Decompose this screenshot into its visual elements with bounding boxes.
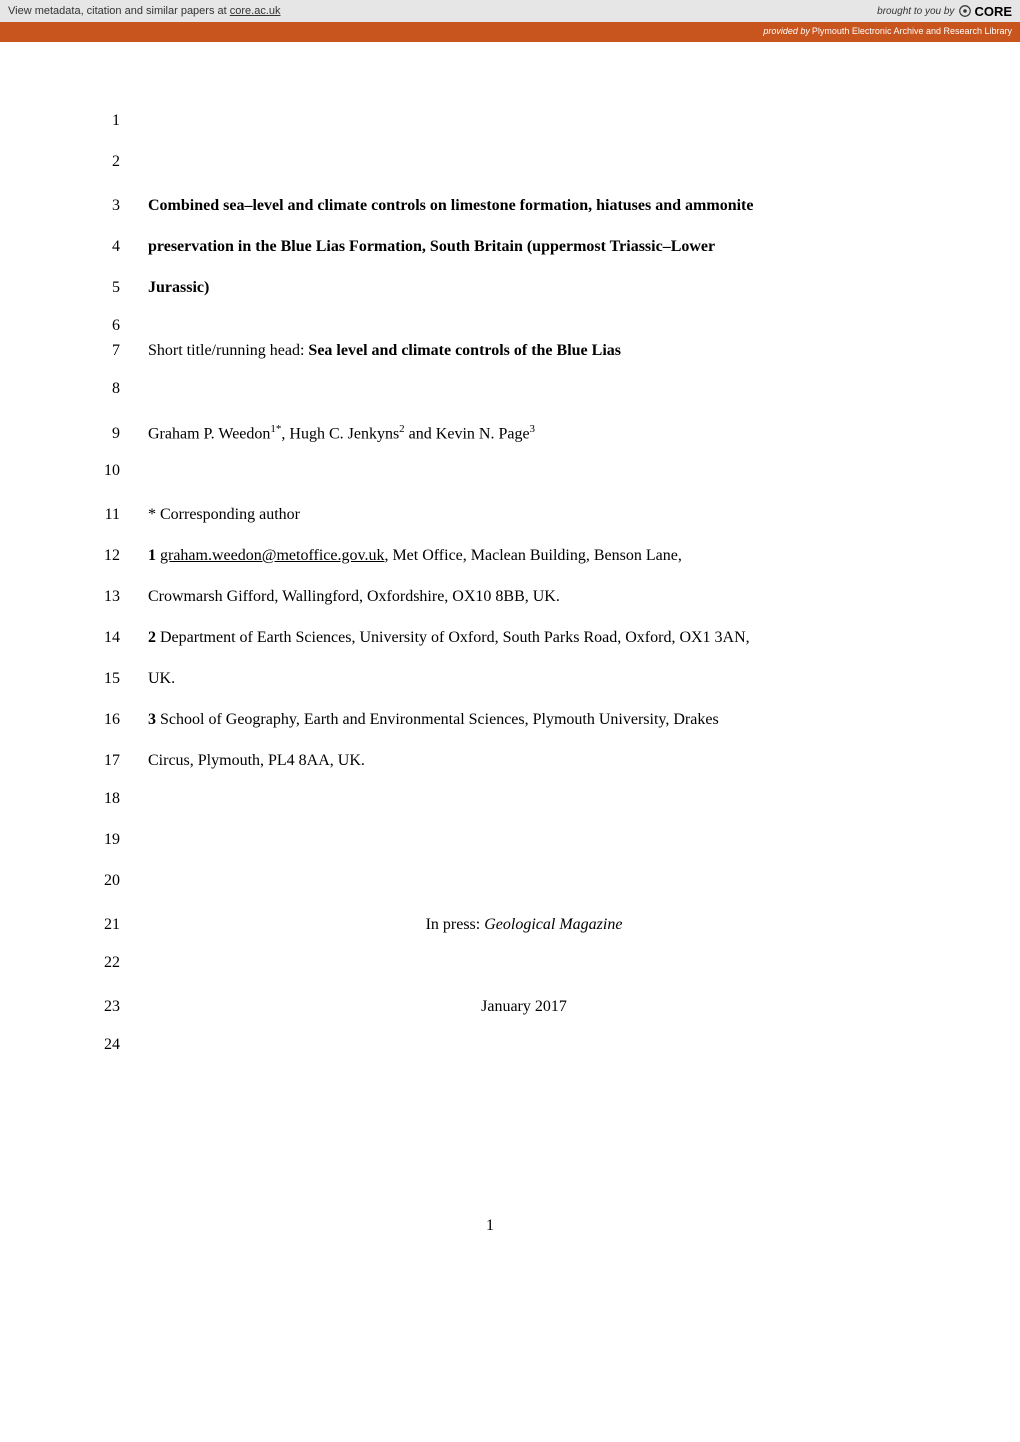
manuscript-line: 17 Circus, Plymouth, PL4 8AA, UK.: [80, 749, 900, 790]
affiliation-line: UK.: [148, 667, 900, 691]
metadata-link-area: View metadata, citation and similar pape…: [8, 5, 281, 17]
line-number: 22: [80, 954, 120, 972]
manuscript-line: 6: [80, 317, 900, 339]
running-head: Short title/running head: Sea level and …: [148, 339, 900, 363]
manuscript-line: 12 1 graham.weedon@metoffice.gov.uk, Met…: [80, 544, 900, 585]
manuscript-line: 14 2 Department of Earth Sciences, Unive…: [80, 626, 900, 667]
repository-header-bar: View metadata, citation and similar pape…: [0, 0, 1020, 42]
line-number: 2: [80, 153, 120, 171]
line-number: 21: [80, 916, 120, 934]
core-icon: [958, 4, 972, 18]
affiliation-text: School of Geography, Earth and Environme…: [156, 711, 719, 728]
line-number: 8: [80, 380, 120, 398]
manuscript-line: 18: [80, 790, 900, 831]
running-head-title: Sea level and climate controls of the Bl…: [308, 342, 621, 359]
provided-by-prefix: provided by: [763, 26, 810, 36]
affiliation-line: 3 School of Geography, Earth and Environ…: [148, 708, 900, 732]
affiliation-text: Department of Earth Sciences, University…: [156, 629, 750, 646]
manuscript-line: 9 Graham P. Weedon1*, Hugh C. Jenkyns2 a…: [80, 421, 900, 462]
manuscript-line: 20: [80, 872, 900, 913]
manuscript-line: 4 preservation in the Blue Lias Formatio…: [80, 235, 900, 276]
corresponding-author: * Corresponding author: [148, 503, 900, 527]
authors-line: Graham P. Weedon1*, Hugh C. Jenkyns2 and…: [148, 421, 900, 446]
author-sup: 1*: [270, 423, 281, 435]
manuscript-line: 13 Crowmarsh Gifford, Wallingford, Oxfor…: [80, 585, 900, 626]
title-line: preservation in the Blue Lias Formation,…: [148, 235, 900, 259]
line-number: 11: [80, 506, 120, 524]
journal-name: Geological Magazine: [484, 916, 622, 933]
author-sep: and: [405, 425, 436, 442]
manuscript-line: 11 * Corresponding author: [80, 503, 900, 544]
affiliation-number: 1: [148, 547, 156, 564]
line-number: 5: [80, 279, 120, 297]
author-name: Kevin N. Page: [436, 425, 530, 442]
core-logo[interactable]: CORE: [958, 4, 1012, 19]
title-line: Combined sea–level and climate controls …: [148, 194, 900, 218]
brought-by-text: brought to you by: [877, 6, 954, 17]
line-number: 24: [80, 1036, 120, 1054]
provided-by-source: Plymouth Electronic Archive and Research…: [812, 26, 1012, 36]
affiliation-text: , Met Office, Maclean Building, Benson L…: [384, 547, 681, 564]
line-number: 19: [80, 831, 120, 849]
affiliation-line: Crowmarsh Gifford, Wallingford, Oxfordsh…: [148, 585, 900, 609]
in-press-line: In press: Geological Magazine: [148, 913, 900, 937]
author-name: Hugh C. Jenkyns: [289, 425, 399, 442]
header-bottom-row: provided by Plymouth Electronic Archive …: [0, 22, 1020, 40]
manuscript-line: 5 Jurassic): [80, 276, 900, 317]
manuscript-line: 7 Short title/running head: Sea level an…: [80, 339, 900, 380]
author-sup: 3: [530, 423, 536, 435]
line-number: 15: [80, 670, 120, 688]
brought-by-area: brought to you by CORE: [877, 4, 1012, 19]
in-press-prefix: In press:: [426, 916, 485, 933]
affiliation-number: 2: [148, 629, 156, 646]
core-label: CORE: [974, 4, 1012, 19]
line-number: 3: [80, 197, 120, 215]
affiliation-number: 3: [148, 711, 156, 728]
manuscript-line: 8: [80, 380, 900, 421]
manuscript-page: 1 2 3 Combined sea–level and climate con…: [0, 42, 1020, 1275]
manuscript-line: 24: [80, 1036, 900, 1077]
author-email[interactable]: graham.weedon@metoffice.gov.uk: [160, 547, 384, 564]
manuscript-line: 15 UK.: [80, 667, 900, 708]
title-line: Jurassic): [148, 276, 900, 300]
manuscript-line: 23 January 2017: [80, 995, 900, 1036]
manuscript-line: 1: [80, 112, 900, 153]
manuscript-line: 2: [80, 153, 900, 194]
date-line: January 2017: [148, 995, 900, 1019]
manuscript-line: 21 In press: Geological Magazine: [80, 913, 900, 954]
header-top-row: View metadata, citation and similar pape…: [0, 0, 1020, 22]
line-number: 18: [80, 790, 120, 808]
manuscript-line: 16 3 School of Geography, Earth and Envi…: [80, 708, 900, 749]
line-number: 10: [80, 462, 120, 480]
line-number: 6: [80, 317, 120, 335]
affiliation-line: 1 graham.weedon@metoffice.gov.uk, Met Of…: [148, 544, 900, 568]
line-number: 17: [80, 752, 120, 770]
line-number: 7: [80, 342, 120, 360]
metadata-prefix-text: View metadata, citation and similar pape…: [8, 5, 230, 17]
running-head-label: Short title/running head:: [148, 342, 308, 359]
line-number: 13: [80, 588, 120, 606]
line-number: 12: [80, 547, 120, 565]
core-link[interactable]: core.ac.uk: [230, 5, 281, 17]
line-number: 14: [80, 629, 120, 647]
manuscript-line: 19: [80, 831, 900, 872]
affiliation-line: Circus, Plymouth, PL4 8AA, UK.: [148, 749, 900, 773]
author-name: Graham P. Weedon: [148, 425, 270, 442]
manuscript-line: 22: [80, 954, 900, 995]
affiliation-line: 2 Department of Earth Sciences, Universi…: [148, 626, 900, 650]
manuscript-line: 3 Combined sea–level and climate control…: [80, 194, 900, 235]
line-number: 1: [80, 112, 120, 130]
line-number: 4: [80, 238, 120, 256]
page-number: 1: [80, 1217, 900, 1235]
manuscript-line: 10: [80, 462, 900, 503]
line-number: 16: [80, 711, 120, 729]
line-number: 20: [80, 872, 120, 890]
line-number: 23: [80, 998, 120, 1016]
line-number: 9: [80, 425, 120, 443]
